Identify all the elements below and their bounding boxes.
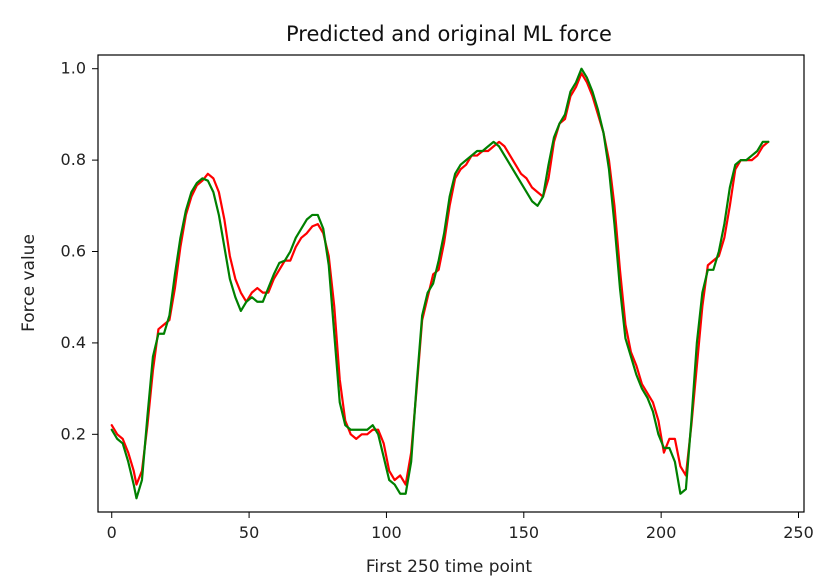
- chart-title: Predicted and original ML force: [286, 22, 612, 46]
- x-tick-label: 50: [239, 523, 259, 542]
- y-tick-label: 0.6: [61, 242, 86, 261]
- x-tick-label: 150: [509, 523, 540, 542]
- plot-area: [110, 67, 770, 500]
- y-tick-label: 0.2: [61, 424, 86, 443]
- y-tick-label: 0.8: [61, 150, 86, 169]
- y-tick-label: 1.0: [61, 59, 86, 78]
- plot-frame: [97, 54, 805, 513]
- x-tick-label: 0: [107, 523, 117, 542]
- series-line-green: [110, 67, 770, 500]
- x-axis-label: First 250 time point: [366, 557, 533, 577]
- axis-ticks: 0 50 100 150 200 250 0.2 0.4 0.6 0.8 1.0: [61, 59, 814, 542]
- x-tick-label: 100: [371, 523, 402, 542]
- y-axis-label: Force value: [19, 234, 39, 332]
- series-line-red: [110, 72, 770, 486]
- x-tick-label: 250: [783, 523, 814, 542]
- y-tick-label: 0.4: [61, 333, 86, 352]
- x-tick-label: 200: [646, 523, 677, 542]
